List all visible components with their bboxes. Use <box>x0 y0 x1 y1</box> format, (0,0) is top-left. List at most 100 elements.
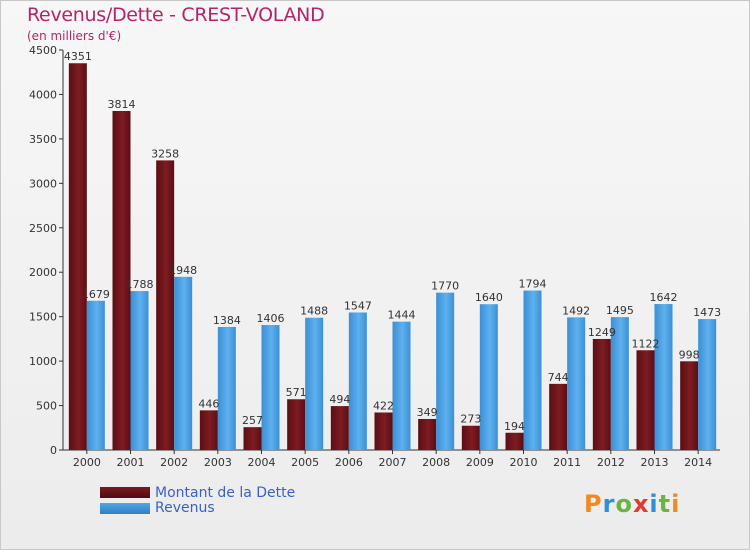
x-tick-label: 2013 <box>641 456 669 469</box>
legend-revenue-swatch <box>100 503 150 514</box>
debt-value-label: 744 <box>548 371 569 384</box>
bar-debt <box>461 425 480 450</box>
bar-debt <box>592 338 611 450</box>
bar-debt <box>418 418 437 450</box>
bar-revenue <box>567 317 586 450</box>
debt-value-label: 273 <box>460 413 481 426</box>
x-tick-label: 2000 <box>73 456 101 469</box>
x-tick-label: 2001 <box>117 456 145 469</box>
logo-letter: i <box>649 490 659 518</box>
bar-debt <box>199 410 218 450</box>
y-tick-label: 3000 <box>29 177 57 190</box>
x-tick-label: 2007 <box>379 456 407 469</box>
debt-value-label: 571 <box>286 386 307 399</box>
debt-value-label: 3258 <box>151 147 179 160</box>
bar-revenue <box>436 292 455 450</box>
x-tick-label: 2012 <box>597 456 625 469</box>
revenue-value-label: 1547 <box>344 299 372 312</box>
bar-debt <box>287 399 306 450</box>
revenue-value-label: 1444 <box>388 309 416 322</box>
revenue-value-label: 1495 <box>606 304 634 317</box>
bar-revenue <box>479 304 498 450</box>
debt-value-label: 422 <box>373 399 394 412</box>
chart-title: Revenus/Dette - CREST-VOLAND <box>27 4 325 26</box>
proxiti-logo: Proxiti <box>584 490 680 518</box>
bar-revenue <box>654 304 673 450</box>
bar-revenue <box>261 325 280 450</box>
x-tick-label: 2010 <box>510 456 538 469</box>
logo-letter: t <box>658 490 672 518</box>
revenue-value-label: 1488 <box>300 305 328 318</box>
x-tick-label: 2006 <box>335 456 363 469</box>
bar-revenue <box>348 312 367 450</box>
revenue-value-label: 1679 <box>82 288 110 301</box>
debt-value-label: 4351 <box>64 50 92 63</box>
logo-letter: x <box>632 490 650 518</box>
revenue-value-label: 1406 <box>257 312 285 325</box>
bar-debt <box>112 110 131 450</box>
logo-letter: P <box>584 490 603 518</box>
debt-value-label: 1122 <box>632 337 660 350</box>
x-tick-label: 2002 <box>160 456 188 469</box>
y-tick-label: 2000 <box>29 266 57 279</box>
bar-debt <box>505 432 524 450</box>
y-tick-label: 4000 <box>29 88 57 101</box>
bar-debt <box>549 383 568 450</box>
x-tick-label: 2011 <box>553 456 581 469</box>
debt-value-label: 494 <box>329 393 350 406</box>
revenue-value-label: 1948 <box>169 264 197 277</box>
bar-revenue <box>305 317 324 450</box>
debt-value-label: 446 <box>198 397 219 410</box>
debt-value-label: 194 <box>504 420 525 433</box>
bar-revenue <box>86 300 105 450</box>
y-tick-label: 0 <box>50 444 57 457</box>
legend-debt-swatch <box>100 487 150 498</box>
bar-revenue <box>174 276 193 450</box>
revenue-value-label: 1770 <box>431 280 459 293</box>
y-tick-label: 2500 <box>29 222 57 235</box>
y-tick-label: 1000 <box>29 355 57 368</box>
x-tick-label: 2005 <box>291 456 319 469</box>
revenue-value-label: 1794 <box>519 278 547 291</box>
debt-value-label: 257 <box>242 414 263 427</box>
y-tick-label: 500 <box>36 400 57 413</box>
x-tick-label: 2004 <box>248 456 276 469</box>
x-tick-label: 2014 <box>684 456 712 469</box>
bar-debt <box>243 427 262 450</box>
bar-debt <box>330 406 349 450</box>
bar-debt <box>156 160 175 450</box>
revenue-value-label: 1473 <box>693 306 721 319</box>
y-tick-label: 1500 <box>29 311 57 324</box>
bar-revenue <box>217 326 236 450</box>
x-tick-label: 2003 <box>204 456 232 469</box>
bar-revenue <box>610 317 629 450</box>
x-tick-label: 2008 <box>422 456 450 469</box>
revenue-value-label: 1642 <box>650 291 678 304</box>
y-tick-label: 3500 <box>29 133 57 146</box>
bar-debt <box>68 63 87 450</box>
revenue-value-label: 1384 <box>213 314 241 327</box>
bar-debt <box>636 350 655 450</box>
debt-value-label: 998 <box>679 348 700 361</box>
bar-debt <box>374 412 393 450</box>
logo-letter: o <box>615 490 633 518</box>
revenue-value-label: 1788 <box>126 278 154 291</box>
bar-revenue <box>523 290 542 450</box>
legend-debt-label: Montant de la Dette <box>155 485 296 501</box>
debt-value-label: 3814 <box>108 98 136 111</box>
revenue-value-label: 1640 <box>475 291 503 304</box>
debt-value-label: 1249 <box>588 326 616 339</box>
debt-value-label: 349 <box>417 406 438 419</box>
logo-letter: i <box>671 490 681 518</box>
bar-debt <box>680 361 699 450</box>
logo-letter: r <box>602 490 616 518</box>
x-tick-label: 2009 <box>466 456 494 469</box>
chart-subtitle: (en milliers d'€) <box>27 29 122 43</box>
bar-revenue <box>130 291 149 450</box>
y-tick-label: 4500 <box>29 44 57 57</box>
bar-revenue <box>392 321 411 450</box>
bar-revenue <box>698 319 717 450</box>
legend-revenue-label: Revenus <box>155 500 215 516</box>
revenue-value-label: 1492 <box>562 304 590 317</box>
